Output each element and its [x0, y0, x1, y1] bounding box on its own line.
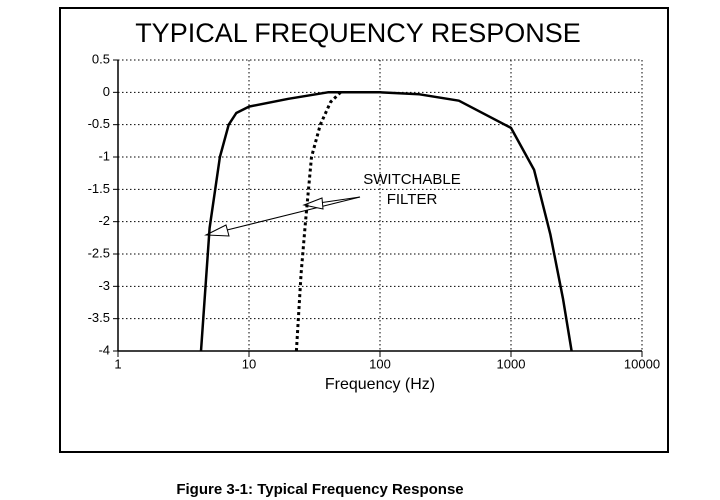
series-line [294, 91, 342, 352]
annotation: FILTER [387, 191, 438, 208]
x-tick-label: 1 [114, 356, 121, 371]
chart-title: TYPICAL FREQUENCY RESPONSE [135, 18, 581, 48]
y-tick-label: 0 [103, 84, 110, 99]
x-tick-label: 1000 [497, 356, 526, 371]
y-tick-label: -3 [98, 278, 110, 293]
y-tick-label: -0.5 [88, 116, 110, 131]
series-line [199, 91, 573, 352]
y-tick-label: -1 [98, 148, 110, 163]
caption: Figure 3-1: Typical Frequency Response [176, 481, 463, 498]
y-tick-label: -2.5 [88, 245, 110, 260]
y-tick-label: 0.5 [92, 51, 110, 66]
y-tick-label: -1.5 [88, 181, 110, 196]
annotation-arrows [204, 196, 361, 237]
x-tick-label: 10 [242, 356, 256, 371]
x-axis-label: Frequency (Hz) [325, 376, 435, 393]
x-tick-label: 10000 [624, 356, 660, 371]
y-tick-label: -4 [98, 342, 110, 357]
annotation: SWITCHABLE [363, 171, 461, 188]
frame [59, 7, 669, 453]
y-tick-label: -2 [98, 213, 110, 228]
y-tick-label: -3.5 [88, 310, 110, 325]
x-tick-label: 100 [369, 356, 391, 371]
